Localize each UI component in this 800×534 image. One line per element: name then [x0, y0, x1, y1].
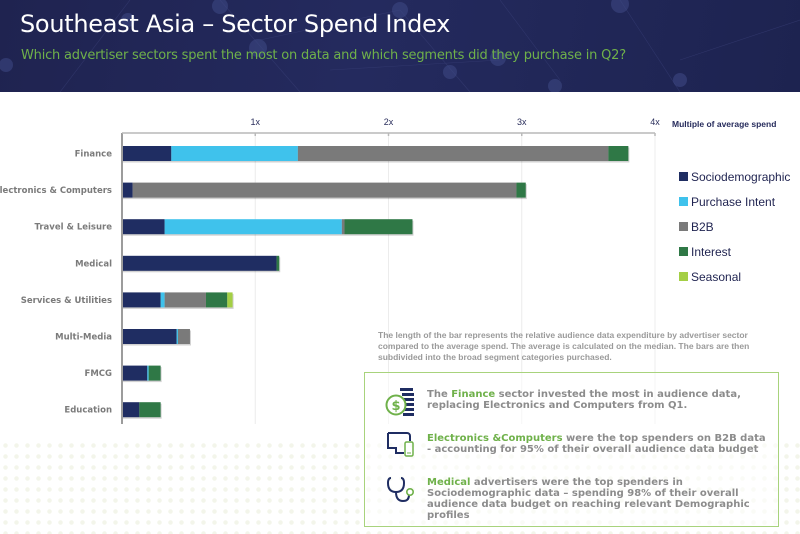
chart-legend: Sociodemographic Purchase Intent B2B Int…	[679, 164, 790, 289]
category-labels: Finance Electronics & Computers Travel & L…	[0, 150, 112, 416]
legend-swatch	[679, 222, 688, 231]
svg-text:$: $	[391, 399, 400, 414]
legend-swatch	[679, 247, 688, 256]
insight-text-body: advertisers were the top spenders in Soc…	[427, 477, 750, 521]
legend-swatch	[679, 272, 688, 281]
tick-label: 4x	[650, 117, 660, 127]
bar-segment-sociodemographic	[122, 402, 140, 418]
legend-swatch	[679, 197, 688, 206]
bar-segment-interest	[148, 365, 161, 381]
bar-segment-sociodemographic	[122, 255, 277, 271]
tick-label: 1x	[250, 117, 260, 127]
bar-segment-interest	[139, 402, 161, 418]
category-label: Services & Utilities	[21, 296, 112, 306]
legend-label: Purchase Intent	[691, 194, 776, 209]
legend-label: Interest	[691, 244, 732, 259]
category-label: Finance	[75, 150, 113, 160]
page-title: Southeast Asia – Sector Spend Index	[20, 10, 450, 38]
insight-text-body: sector invested the most in audience dat…	[427, 389, 741, 411]
bars	[122, 146, 630, 419]
tick-label: 3x	[517, 117, 527, 127]
bar-segment-b2b	[132, 182, 517, 198]
stethoscope-icon	[386, 477, 414, 503]
bar-group	[122, 329, 191, 346]
tick-label: 2x	[384, 117, 394, 127]
computer-device-icon	[387, 432, 414, 457]
insight-highlight: Medical	[427, 477, 471, 488]
legend-swatch	[679, 172, 688, 181]
header-banner: Southeast Asia – Sector Spend Index Whic…	[0, 0, 800, 92]
legend-item-b2b: B2B	[679, 214, 790, 239]
legend-item-sociodemographic: Sociodemographic	[679, 164, 790, 189]
bar-group	[122, 146, 630, 163]
category-label: Electronics & Computers	[0, 186, 112, 196]
chart-explanation-note: The length of the bar represents the rel…	[378, 330, 750, 362]
bar-segment-purchase-intent	[171, 146, 298, 161]
legend-label: Sociodemographic	[691, 169, 791, 184]
bar-segment-b2b	[164, 292, 206, 308]
insight-text-prefix: The	[427, 389, 452, 400]
category-label: Education	[64, 406, 112, 416]
bar-group	[122, 292, 234, 309]
bar-group	[122, 402, 162, 419]
legend-label: B2B	[691, 219, 714, 234]
bar-segment-sociodemographic	[122, 219, 165, 235]
bar-segment-sociodemographic	[122, 292, 161, 308]
bar-segment-seasonal	[227, 292, 233, 308]
page-subtitle: Which advertiser sectors spent the most …	[21, 48, 626, 63]
bar-segment-interest	[344, 219, 413, 235]
bar-segment-sociodemographic	[122, 365, 148, 381]
bar-segment-b2b	[297, 146, 609, 161]
legend-label: Seasonal	[691, 269, 742, 284]
legend-item-interest: Interest	[679, 239, 790, 264]
category-label: Travel & Leisure	[34, 223, 112, 233]
insight-text-body: were the top spenders on B2B data - acco…	[427, 433, 766, 455]
insight-highlight: Electronics &Computers	[427, 433, 563, 444]
insight-highlight: Finance	[451, 389, 496, 400]
category-label: FMCG	[85, 369, 113, 379]
bar-group	[122, 255, 281, 273]
x-axis-title: Multiple of average spend	[672, 119, 777, 129]
category-label: Medical	[75, 259, 112, 269]
bar-segment-interest	[608, 146, 629, 161]
bar-segment-b2b	[341, 219, 345, 235]
bar-segment-sociodemographic	[122, 329, 177, 344]
bar-segment-b2b	[177, 329, 190, 344]
bar-segment-purchase-intent	[176, 329, 178, 344]
bar-segment-interest	[516, 182, 526, 198]
bar-segment-purchase-intent	[160, 292, 165, 308]
insight-text: Medical advertisers were the top spender…	[427, 477, 772, 521]
bar-segment-interest	[276, 255, 280, 271]
network-pattern-decoration	[0, 0, 800, 92]
money-stack-icon: $	[385, 388, 414, 416]
insights-callout-box: $ The Finance sector invested the most i…	[364, 372, 779, 527]
x-axis-ticks: 1x 2x 3x 4x	[250, 117, 660, 136]
bar-segment-purchase-intent	[164, 219, 342, 235]
bar-group	[122, 365, 162, 383]
bar-segment-sociodemographic	[122, 182, 133, 198]
legend-item-seasonal: Seasonal	[679, 264, 790, 289]
bar-group	[122, 182, 527, 200]
bar-group	[122, 219, 414, 236]
bar-segment-purchase-intent	[147, 365, 149, 381]
bar-segment-sociodemographic	[122, 146, 172, 161]
sector-spend-chart: 1x 2x 3x 4x Finance Electronics & Computers T…	[0, 117, 660, 424]
category-label: Multi-Media	[55, 333, 112, 343]
insight-text: Electronics &Computers were the top spen…	[427, 433, 772, 455]
legend-item-purchase-intent: Purchase Intent	[679, 189, 790, 214]
insight-text: The Finance sector invested the most in …	[427, 389, 772, 411]
bar-segment-interest	[205, 292, 228, 308]
